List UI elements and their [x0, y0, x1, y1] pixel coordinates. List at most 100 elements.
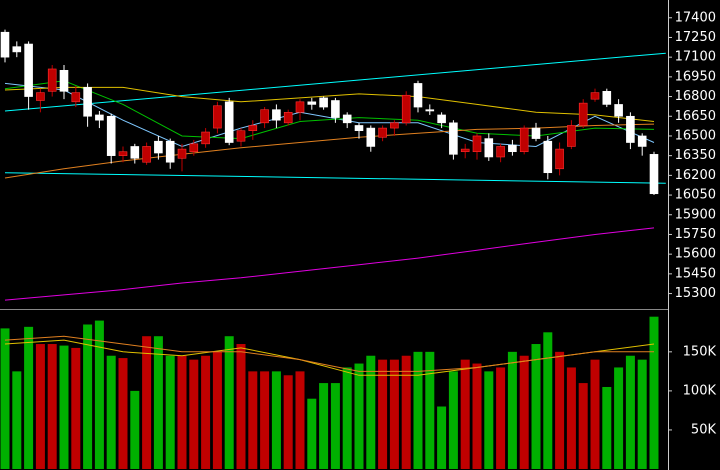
- candle-body: [201, 131, 210, 145]
- volume-bar: [307, 398, 317, 469]
- volume-bar: [531, 344, 541, 469]
- y-tick-label: 100K: [683, 383, 717, 398]
- candle-body: [154, 140, 163, 154]
- volume-bar: [224, 336, 234, 469]
- volume-bar: [401, 355, 411, 469]
- y-tick-label: 16800: [675, 89, 716, 104]
- line-overlay: [4, 80, 655, 140]
- candle-body: [236, 130, 246, 142]
- volume-bar: [543, 332, 553, 469]
- candle-body: [272, 109, 281, 121]
- y-tick-label: 150K: [683, 344, 717, 359]
- candle-body: [260, 109, 269, 124]
- volume-bar: [649, 316, 659, 469]
- candle-body: [319, 97, 328, 108]
- volume-bar: [24, 326, 34, 469]
- volume-bar: [212, 351, 222, 469]
- volume-bar: [177, 355, 187, 469]
- candle-body: [71, 92, 81, 103]
- candle-body: [354, 125, 364, 132]
- line-overlay: [4, 227, 655, 301]
- volume-bar: [83, 324, 93, 469]
- line-overlay: [4, 335, 654, 372]
- line-overlay: [4, 86, 655, 122]
- y-tick-label: 16200: [675, 168, 716, 183]
- volume-bar: [472, 363, 482, 469]
- line-overlay: [4, 172, 666, 184]
- candle-body: [331, 100, 340, 118]
- volume-bar: [130, 390, 140, 469]
- volume-bar: [35, 344, 45, 469]
- volume-bar: [425, 351, 435, 469]
- volume-bar: [637, 359, 647, 469]
- volume-bar: [448, 371, 458, 469]
- volume-bar: [354, 363, 364, 469]
- volume-bar: [330, 383, 340, 469]
- volume-bar: [555, 351, 565, 469]
- y-tick-label: 17250: [675, 30, 716, 45]
- candle-body: [637, 135, 647, 147]
- y-tick-label: 50K: [691, 422, 717, 437]
- candle-body: [437, 114, 446, 124]
- candle-body: [390, 122, 399, 129]
- volume-bar: [271, 371, 281, 469]
- volume-bar: [413, 351, 423, 469]
- candle-body: [602, 91, 612, 105]
- candle-body: [425, 109, 435, 112]
- candle-body: [118, 151, 128, 156]
- y-tick-label: 15600: [675, 247, 716, 262]
- y-tick-label: 15750: [675, 227, 716, 242]
- candle-body: [567, 125, 576, 147]
- candle-body: [248, 125, 258, 132]
- y-tick-label: 16650: [675, 109, 716, 124]
- candle-body: [165, 140, 175, 163]
- candle-body: [59, 69, 69, 92]
- candle-body: [578, 102, 588, 126]
- candle-body: [614, 104, 623, 117]
- candle-body: [460, 148, 470, 153]
- volume-bar: [437, 406, 447, 469]
- candle-body: [213, 105, 222, 129]
- candle-body: [224, 101, 234, 143]
- candle-body: [307, 101, 317, 105]
- volume-bar: [0, 328, 10, 469]
- candle-body: [449, 122, 458, 155]
- candle-body: [130, 146, 140, 159]
- volume-bar: [602, 386, 612, 469]
- volume-bar: [118, 358, 128, 469]
- volume-bar: [283, 375, 293, 469]
- candle-body: [283, 112, 293, 124]
- candle-body: [189, 143, 199, 153]
- candle-body: [508, 144, 517, 153]
- y-tick-label: 16350: [675, 148, 716, 163]
- volume-bar: [12, 371, 22, 469]
- volume-bar: [59, 345, 69, 469]
- volume-bar: [614, 367, 624, 469]
- y-tick-label: 15300: [675, 286, 716, 301]
- volume-bar: [106, 355, 116, 469]
- candle-body: [531, 127, 541, 139]
- volume-bar: [94, 320, 104, 469]
- line-overlay: [4, 123, 655, 179]
- volume-bar: [142, 336, 152, 469]
- candle-body: [142, 146, 151, 163]
- candle-body: [555, 148, 564, 170]
- candle-body: [295, 101, 305, 113]
- candle-body: [342, 114, 352, 124]
- candle-body: [366, 127, 376, 147]
- volume-bar: [578, 383, 588, 469]
- y-tick-label: 17100: [675, 50, 716, 65]
- volume-bar: [189, 359, 199, 469]
- y-tick-label: 17400: [675, 10, 716, 25]
- y-tick-label: 15450: [675, 266, 716, 281]
- volume-bar: [260, 371, 270, 469]
- candle-body: [626, 115, 635, 143]
- candle-body: [484, 138, 494, 158]
- candle-body: [519, 127, 529, 153]
- candle-body: [106, 115, 116, 156]
- volume-bar: [496, 367, 506, 469]
- volume-bar: [47, 344, 57, 469]
- candle-body: [401, 94, 411, 124]
- volume-bar: [342, 367, 352, 469]
